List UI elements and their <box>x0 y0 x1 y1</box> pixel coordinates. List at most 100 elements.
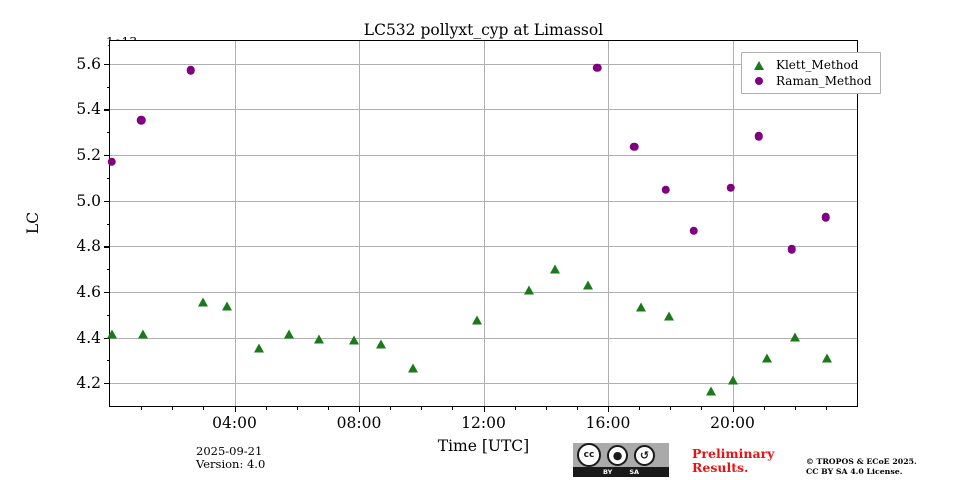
x-tick-minor <box>639 406 641 410</box>
x-tick-label: 20:00 <box>710 414 755 432</box>
data-point-klett_method <box>349 335 360 345</box>
raman-marker-icon <box>748 76 770 86</box>
data-point-raman_method <box>821 212 831 222</box>
x-axis-label: Time [UTC] <box>437 437 530 455</box>
x-tick-minor <box>172 406 174 410</box>
data-point-raman_method <box>754 132 764 141</box>
data-point-raman_method <box>787 245 796 254</box>
x-tick-minor <box>763 406 765 410</box>
y-tick-label: 4.4 <box>76 328 101 347</box>
x-tick-minor <box>825 406 827 410</box>
data-point-klett_method <box>727 375 738 385</box>
data-point-klett_method <box>254 343 265 353</box>
x-tick-minor <box>296 406 298 410</box>
x-tick-minor <box>203 406 205 410</box>
x-gridline <box>483 41 485 406</box>
data-point-klett_method <box>408 363 419 373</box>
legend-label-raman: Raman_Method <box>776 74 872 88</box>
y-tick <box>104 155 110 157</box>
data-point-klett_method <box>635 302 646 312</box>
x-tick-label: 12:00 <box>461 414 506 432</box>
data-point-raman_method <box>726 183 736 192</box>
y-tick-label: 4.2 <box>76 374 101 393</box>
copyright-line-2: CC BY SA 4.0 License. <box>806 467 903 476</box>
legend-item-raman: Raman_Method <box>748 73 872 89</box>
x-tick-label: 04:00 <box>212 414 257 432</box>
x-gridline <box>359 41 360 406</box>
data-point-klett_method <box>198 297 209 307</box>
data-point-klett_method <box>582 280 593 290</box>
x-tick <box>608 406 610 412</box>
cc-sa-label: SA <box>629 468 640 476</box>
y-tick-label: 5.6 <box>76 54 101 73</box>
preliminary-line-2: Results. <box>692 460 749 475</box>
preliminary-results-notice: Preliminary Results. <box>692 447 774 475</box>
creative-commons-badge: cc ● ↺ BY SA <box>573 443 669 477</box>
data-point-klett_method <box>523 285 534 295</box>
y-tick-minor <box>106 86 110 88</box>
y-tick <box>104 63 110 66</box>
x-tick-label: 16:00 <box>585 414 631 432</box>
data-point-raman_method <box>630 142 639 151</box>
x-tick <box>234 406 236 412</box>
data-point-raman_method <box>689 226 698 236</box>
data-point-klett_method <box>663 311 674 321</box>
data-point-klett_method <box>106 329 117 339</box>
y-tick-minor <box>106 360 110 362</box>
data-point-klett_method <box>761 353 772 363</box>
plot-area: 4.2 4.4 4.6 4.8 5.0 5.2 5.4 5.6 04:00 08:00 12:00 1… <box>76 40 858 432</box>
x-tick <box>732 406 734 412</box>
data-point-klett_method <box>550 264 561 274</box>
x-tick-minor <box>452 406 454 410</box>
data-point-raman_method <box>186 65 196 75</box>
page-title: LC532 pollyxt_cyp at Limassol <box>363 21 604 39</box>
data-point-klett_method <box>789 332 800 342</box>
y-tick-minor <box>106 132 110 134</box>
y-tick-minor <box>106 314 110 316</box>
data-point-klett_method <box>221 301 232 311</box>
x-tick-minor <box>701 406 703 410</box>
data-point-klett_method <box>822 353 833 363</box>
x-tick-minor <box>421 406 423 410</box>
cc-by-person-icon: ● <box>607 444 628 466</box>
preliminary-line-1: Preliminary <box>692 446 775 461</box>
x-tick-minor <box>670 406 672 410</box>
cc-labels-row: BY SA <box>573 467 669 477</box>
x-tick-minor <box>576 406 578 410</box>
data-point-raman_method <box>136 115 146 125</box>
data-point-klett_method <box>472 315 483 325</box>
copyright-notice: © TROPOS & ECoE 2025. CC BY SA 4.0 Licen… <box>806 457 917 477</box>
x-gridline <box>732 41 734 406</box>
legend-item-klett: Klett_Method <box>748 57 872 73</box>
x-tick <box>359 406 361 412</box>
y-tick-label: 5.2 <box>76 146 101 165</box>
x-tick-minor <box>390 406 392 410</box>
cc-icons-row: cc ● ↺ <box>573 443 669 467</box>
y-tick-minor <box>106 177 110 179</box>
data-point-raman_method <box>592 63 602 72</box>
copyright-line-1: © TROPOS & ECoE 2025. <box>806 457 917 466</box>
y-tick <box>104 291 110 294</box>
x-gridline <box>608 41 609 406</box>
y-tick-minor <box>106 269 110 271</box>
x-tick-minor <box>141 406 143 410</box>
data-point-klett_method <box>283 329 294 339</box>
x-tick <box>483 406 485 412</box>
x-tick-minor <box>327 406 329 410</box>
y-tick-label: 5.0 <box>76 191 101 210</box>
data-point-klett_method <box>313 334 324 344</box>
version-text: Version: 4.0 <box>196 457 266 471</box>
cc-logo-icon: cc <box>577 443 601 467</box>
cc-sa-share-icon: ↺ <box>634 444 655 466</box>
chart-legend: Klett_Method Raman_Method <box>741 52 881 94</box>
y-tick-label: 4.8 <box>76 237 101 256</box>
measurement-date: 2025-09-21 <box>196 444 263 458</box>
y-axis-label: LC <box>24 211 42 235</box>
x-tick-minor <box>545 406 547 410</box>
y-tick <box>104 246 110 248</box>
y-tick-label: 4.6 <box>76 282 101 301</box>
data-point-klett_method <box>375 339 386 349</box>
data-point-klett_method <box>705 386 716 396</box>
metadata-block: 2025-09-21 Version: 4.0 <box>196 445 265 471</box>
